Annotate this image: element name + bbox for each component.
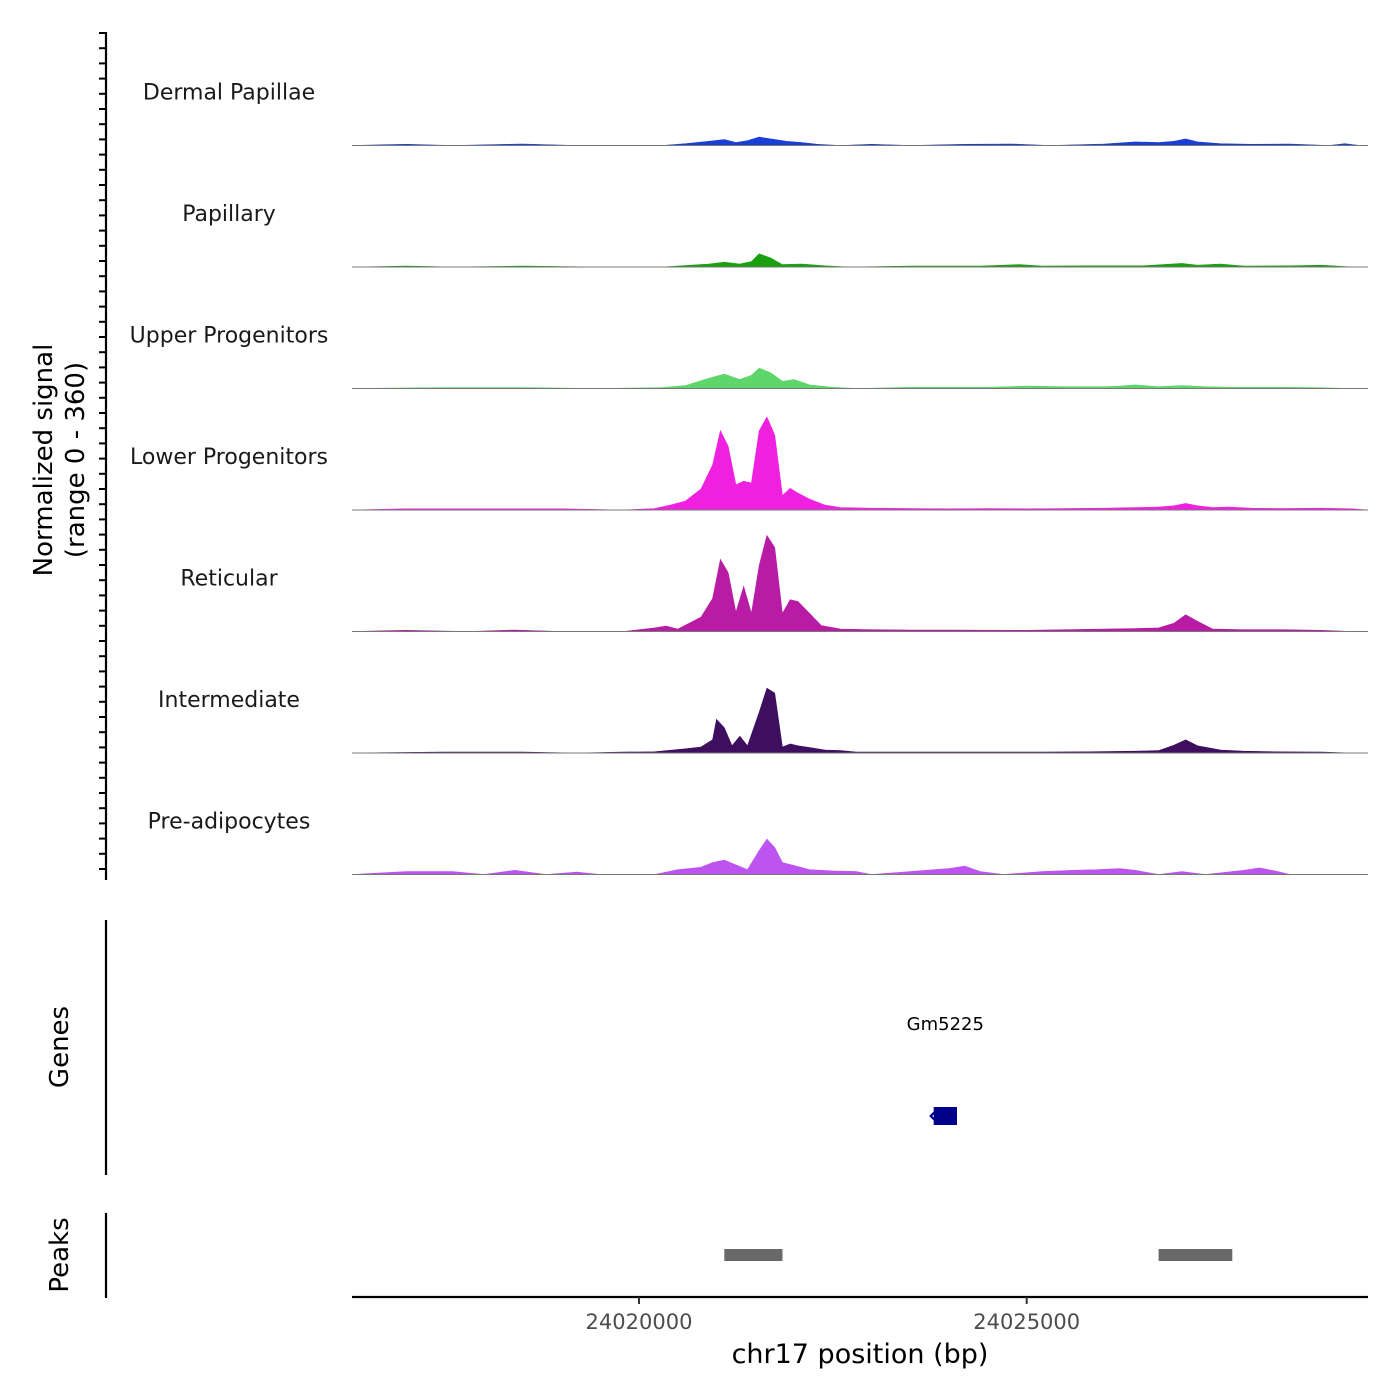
- track-reticular: Reticular: [180, 534, 1368, 632]
- track-papillary: Papillary: [182, 202, 1368, 268]
- coverage-area: [351, 687, 1368, 754]
- genes-y-label: Genes: [45, 1006, 75, 1088]
- track-label: Reticular: [180, 567, 278, 592]
- genes-panel: Genes Gm5225: [45, 920, 984, 1175]
- track-label: Dermal Papillae: [143, 81, 315, 106]
- signal-panel: Normalized signal (range 0 - 360) Dermal…: [29, 32, 1369, 880]
- coverage-area: [351, 838, 1368, 875]
- coverage-area: [351, 253, 1368, 268]
- track-pre-adipocytes: Pre-adipocytes: [148, 810, 1368, 875]
- gene-exon: [933, 1107, 957, 1125]
- track-dermal-papillae: Dermal Papillae: [143, 81, 1368, 146]
- coverage-area: [351, 534, 1368, 632]
- gene-annotations: Gm5225: [907, 1014, 984, 1125]
- track-label: Papillary: [182, 202, 276, 227]
- gene-label: Gm5225: [907, 1014, 984, 1035]
- coverage-area: [351, 416, 1369, 511]
- track-intermediate: Intermediate: [158, 687, 1368, 754]
- signal-y-ticks: [99, 32, 106, 870]
- peaks-panel: Peaks: [45, 1213, 1233, 1298]
- peak-region: [1158, 1249, 1233, 1261]
- track-label: Pre-adipocytes: [148, 810, 311, 835]
- x-tick-label: 24020000: [586, 1310, 693, 1334]
- x-tick-label: 24025000: [973, 1310, 1080, 1334]
- peak-region: [724, 1249, 783, 1261]
- gene-strand-arrow: [929, 1109, 938, 1123]
- signal-y-label-line2: (range 0 - 360): [61, 362, 91, 558]
- x-axis: 24020000 24025000 chr17 position (bp): [352, 1295, 1368, 1370]
- peaks-y-label: Peaks: [45, 1217, 75, 1292]
- track-label: Lower Progenitors: [130, 445, 328, 470]
- peak-regions: [724, 1249, 1233, 1261]
- coverage-tracks: Dermal Papillae Papillary Upper Progenitor…: [130, 81, 1369, 875]
- coverage-area: [351, 367, 1368, 389]
- track-label: Upper Progenitors: [130, 324, 329, 349]
- track-label: Intermediate: [158, 688, 300, 713]
- x-ticks: 24020000 24025000: [586, 1297, 1080, 1334]
- track-upper-progenitors: Upper Progenitors: [130, 324, 1368, 389]
- x-axis-label: chr17 position (bp): [732, 1339, 989, 1370]
- gene-gm5225: Gm5225: [907, 1014, 984, 1125]
- signal-y-label-line1: Normalized signal: [29, 344, 59, 577]
- coverage-area: [351, 136, 1368, 146]
- track-lower-progenitors: Lower Progenitors: [130, 416, 1369, 511]
